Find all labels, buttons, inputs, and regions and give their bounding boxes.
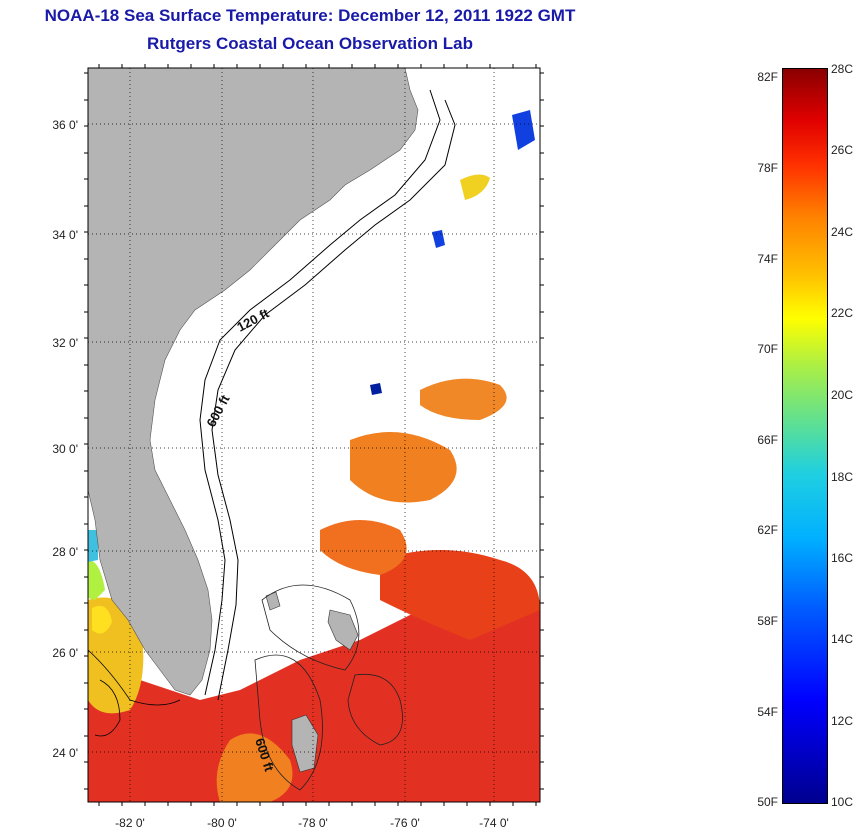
lon-label: -76 0' (390, 816, 420, 830)
axis-ticks (84, 64, 544, 806)
lat-label: 36 0' (52, 118, 78, 132)
lat-label: 26 0' (52, 646, 78, 660)
lat-label: 24 0' (52, 746, 78, 760)
colorbar-f-label: 58F (757, 614, 778, 628)
colorbar-c-label: 28C (831, 62, 854, 76)
colorbar-f-label: 70F (757, 342, 778, 356)
colorbar-f-label: 62F (757, 523, 778, 537)
colorbar-f-label: 78F (757, 161, 778, 175)
colorbar-c-label: 10C (831, 795, 854, 809)
lon-label: -74 0' (479, 816, 509, 830)
map-frame (87, 67, 541, 803)
colorbar-c-label: 26C (831, 143, 854, 157)
bahamas-banks (254, 584, 403, 791)
colorbar-c-label: 16C (831, 551, 854, 565)
colorbar-c-label: 18C (831, 470, 854, 484)
colorbar-f-label: 66F (757, 433, 778, 447)
colorbar-f-label: 82F (757, 70, 778, 84)
colorbar-c-label: 24C (831, 225, 854, 239)
chart-title: NOAA-18 Sea Surface Temperature: Decembe… (44, 6, 576, 25)
chart-subtitle: Rutgers Coastal Ocean Observation Lab (147, 34, 473, 53)
lat-label: 30 0' (52, 442, 78, 456)
contour-600ft (211, 99, 456, 701)
lon-label: -80 0' (207, 816, 237, 830)
sst-patches (88, 110, 540, 802)
contour-120ft (199, 89, 441, 696)
lat-label: 28 0' (52, 545, 78, 559)
contour-gulf (88, 649, 181, 737)
colorbar-f-label: 74F (757, 252, 778, 266)
colorbar-c-label: 22C (831, 306, 854, 320)
temperature-colorbar (782, 68, 828, 804)
lon-label: -78 0' (298, 816, 328, 830)
land-mass (88, 68, 419, 696)
colorbar-f-label: 54F (757, 705, 778, 719)
colorbar-c-label: 20C (831, 388, 854, 402)
colorbar-c-label: 14C (831, 632, 854, 646)
lat-label: 32 0' (52, 336, 78, 350)
graticule (88, 68, 540, 802)
colorbar-f-label: 50F (757, 795, 778, 809)
lat-label: 34 0' (52, 228, 78, 242)
colorbar-c-label: 12C (831, 714, 854, 728)
lon-label: -82 0' (115, 816, 145, 830)
